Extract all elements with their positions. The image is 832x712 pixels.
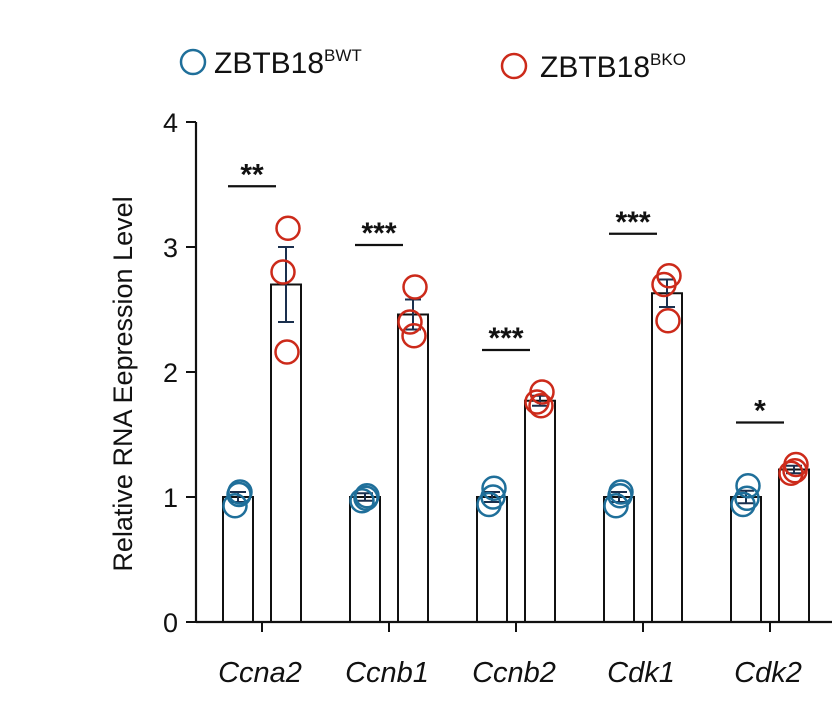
x-tick-label-ccnb2: Ccnb2 xyxy=(472,657,556,689)
data-point-ccna2-series-0 xyxy=(222,493,248,519)
x-tick-label-cdk2: Cdk2 xyxy=(734,657,802,689)
bar-ccnb2-series-0 xyxy=(476,496,508,623)
legend: ZBTB18BWT ZBTB18BKO xyxy=(179,46,686,84)
y-tick-label: 1 xyxy=(163,483,178,513)
data-point-cdk2-series-1 xyxy=(778,460,804,486)
legend-item-bko: ZBTB18BKO xyxy=(500,50,686,84)
data-point-cdk2-series-0 xyxy=(734,485,760,511)
data-point-ccnb1-series-1 xyxy=(401,323,427,349)
bar-cdk2-series-1 xyxy=(778,468,810,623)
data-point-cdk1-series-1 xyxy=(655,308,681,334)
data-point-cdk2-series-0 xyxy=(735,473,761,499)
bar-cdk2-series-0 xyxy=(730,496,762,623)
data-point-cdk1-series-1 xyxy=(656,263,682,289)
bar-ccnb2-series-1 xyxy=(524,399,556,623)
bar-ccna2-series-1 xyxy=(270,283,302,623)
data-point-ccnb1-series-0 xyxy=(349,488,375,514)
data-point-ccnb1-series-0 xyxy=(353,485,379,511)
bar-ccnb1-series-0 xyxy=(349,496,381,623)
data-point-ccna2-series-1 xyxy=(274,339,300,365)
significance-label-cdk1: *** xyxy=(615,206,650,239)
data-point-ccna2-series-1 xyxy=(275,215,301,241)
significance-label-cdk2: * xyxy=(754,395,766,428)
data-point-ccnb2-series-1 xyxy=(524,389,550,415)
legend-item-bwt: ZBTB18BWT xyxy=(179,46,362,80)
significance-label-ccnb1: *** xyxy=(361,217,396,250)
x-tick-label-cdk1: Cdk1 xyxy=(607,657,675,689)
legend-marker-bko xyxy=(500,52,528,80)
significance-label-ccna2: ** xyxy=(240,158,264,191)
data-point-cdk1-series-0 xyxy=(607,483,633,509)
plot-area: ************ xyxy=(222,158,810,623)
data-point-ccnb2-series-0 xyxy=(480,484,506,510)
data-point-cdk2-series-1 xyxy=(782,458,808,484)
legend-label-bko: ZBTB18BKO xyxy=(540,50,686,84)
legend-marker-bwt xyxy=(179,48,207,76)
x-tick-label-ccna2: Ccna2 xyxy=(218,657,302,689)
y-tick-label: 4 xyxy=(163,108,178,138)
data-point-ccnb1-series-1 xyxy=(397,309,423,335)
legend-label-bwt: ZBTB18BWT xyxy=(214,46,362,80)
y-tick-label: 0 xyxy=(163,608,178,638)
data-point-ccnb2-series-1 xyxy=(528,393,554,419)
y-axis-label: Relative RNA Eepression Level xyxy=(108,196,138,571)
data-point-ccna2-series-0 xyxy=(226,481,252,508)
data-point-ccnb1-series-1 xyxy=(402,274,428,300)
bar-cdk1-series-1 xyxy=(651,292,683,623)
data-point-cdk2-series-0 xyxy=(730,491,756,518)
data-point-cdk1-series-1 xyxy=(651,271,677,298)
y-tick-label: 2 xyxy=(163,358,178,388)
y-tick-label: 3 xyxy=(163,233,178,263)
x-tick-label-ccnb1: Ccnb1 xyxy=(345,657,429,689)
data-point-ccna2-series-1 xyxy=(270,259,296,285)
data-point-ccnb2-series-0 xyxy=(481,475,507,501)
bar-ccnb1-series-1 xyxy=(397,313,429,623)
significance-label-ccnb2: *** xyxy=(488,322,523,355)
